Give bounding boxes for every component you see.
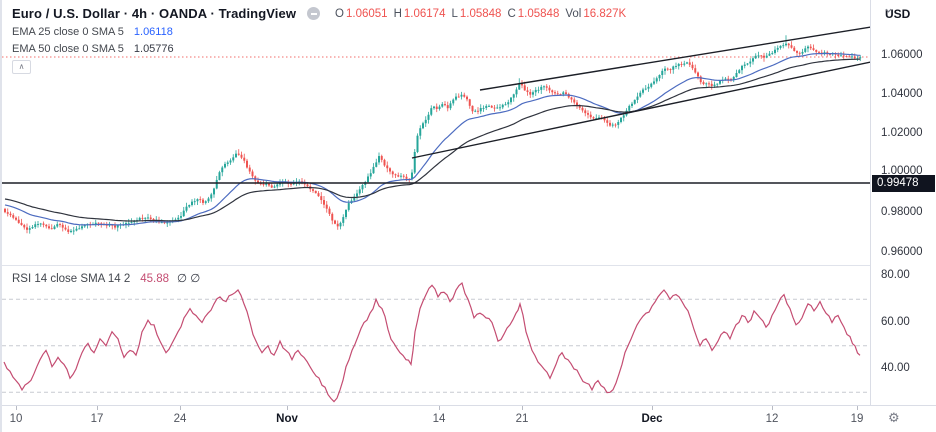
time-axis-tick — [772, 406, 773, 410]
ema25-legend[interactable]: EMA 25 close 0 SMA 5 1.06118 — [12, 26, 628, 38]
ohlc-values: O 1.06051 H 1.06174 L 1.05848 C 1.05848 Vol 16.82… — [335, 8, 628, 20]
price-axis[interactable]: USD 0.99478 1.06000 1.04000 1.02000 1.00000… — [870, 0, 936, 405]
time-axis[interactable]: ⚙ 10 17 24 Nov 14 21 Dec 12 19 — [2, 405, 936, 432]
time-axis-tick — [652, 406, 653, 410]
ema25-value: 1.06118 — [133, 26, 173, 38]
ema50-line — [4, 58, 861, 222]
low-value: 1.05848 — [459, 7, 502, 20]
price-pane[interactable]: Euro / U.S. Dollar · 4h · OANDA · Tradin… — [2, 0, 870, 265]
currency-selector[interactable]: USD — [885, 7, 910, 21]
channel-upper-trendline — [479, 26, 870, 91]
rsi-pane[interactable]: RSI 14 close SMA 14 2 45.88 ∅ ∅ — [2, 265, 870, 405]
price-axis-label: 0.96000 — [881, 246, 923, 258]
rsi-axis-label: 40.00 — [881, 362, 910, 374]
rsi-value: 45.88 — [140, 273, 170, 285]
ema50-value: 1.05776 — [133, 43, 174, 55]
time-axis-tick — [857, 406, 858, 410]
currency-label: USD — [885, 7, 911, 21]
rsi-line — [3, 281, 861, 403]
price-axis-label: 0.98000 — [881, 206, 923, 218]
time-axis-tick — [97, 406, 98, 410]
time-axis-label: 10 — [9, 413, 23, 425]
time-axis-label: 21 — [515, 413, 529, 425]
price-axis-label: 1.00000 — [881, 165, 923, 177]
collapse-indicators-button[interactable]: ∧ — [12, 60, 31, 74]
time-axis-label: 17 — [90, 413, 104, 425]
open-value: 1.06051 — [346, 7, 388, 20]
symbol-title[interactable]: Euro / U.S. Dollar · 4h · OANDA · Tradin… — [12, 6, 297, 21]
chevron-down-icon — [885, 8, 892, 13]
rsi-legend[interactable]: RSI 14 close SMA 14 2 45.88 ∅ ∅ — [12, 271, 200, 285]
time-axis-tick — [180, 406, 181, 410]
close-value: 1.05848 — [517, 7, 560, 20]
time-axis-label: 24 — [173, 413, 187, 425]
time-axis-label: Dec — [641, 413, 663, 425]
price-line-tag: 0.99478 — [872, 175, 935, 192]
rsi-empty-values: ∅ ∅ — [177, 273, 201, 285]
ema25-line — [4, 52, 861, 226]
price-axis-label: 1.06000 — [881, 49, 923, 61]
price-axis-label: 1.04000 — [881, 88, 923, 100]
high-label: H — [393, 7, 402, 20]
time-axis-tick — [522, 406, 523, 410]
volume-label: Vol — [565, 7, 582, 20]
time-axis-label: 19 — [850, 413, 864, 425]
candlestick-chart[interactable] — [2, 0, 870, 265]
low-label: L — [451, 7, 458, 20]
ema25-label: EMA 25 close 0 SMA 5 — [12, 26, 124, 38]
time-axis-label: 14 — [432, 413, 446, 425]
time-axis-tick — [16, 406, 17, 410]
ema50-legend[interactable]: EMA 50 close 0 SMA 5 1.05776 — [12, 43, 628, 55]
settings-gear-icon[interactable]: ⚙ — [888, 411, 900, 426]
open-label: O — [335, 7, 344, 20]
close-label: C — [507, 7, 516, 20]
rsi-axis-label: 60.00 — [881, 316, 910, 328]
collapse-legend-icon[interactable] — [307, 7, 321, 20]
time-axis-label: Nov — [276, 413, 298, 425]
volume-value: 16.827K — [583, 7, 627, 20]
price-axis-label: 1.02000 — [881, 127, 923, 139]
rsi-axis-label: 80.00 — [881, 269, 910, 281]
time-axis-label: 12 — [765, 413, 779, 425]
rsi-label: RSI 14 close SMA 14 2 — [12, 273, 131, 285]
rsi-chart[interactable] — [2, 266, 870, 406]
chart-legend: Euro / U.S. Dollar · 4h · OANDA · Tradin… — [12, 6, 628, 55]
high-value: 1.06174 — [403, 7, 446, 20]
channel-lower-trendline — [411, 61, 870, 159]
time-axis-tick — [439, 406, 440, 410]
time-axis-tick — [287, 406, 288, 410]
ema50-label: EMA 50 close 0 SMA 5 — [12, 43, 124, 55]
